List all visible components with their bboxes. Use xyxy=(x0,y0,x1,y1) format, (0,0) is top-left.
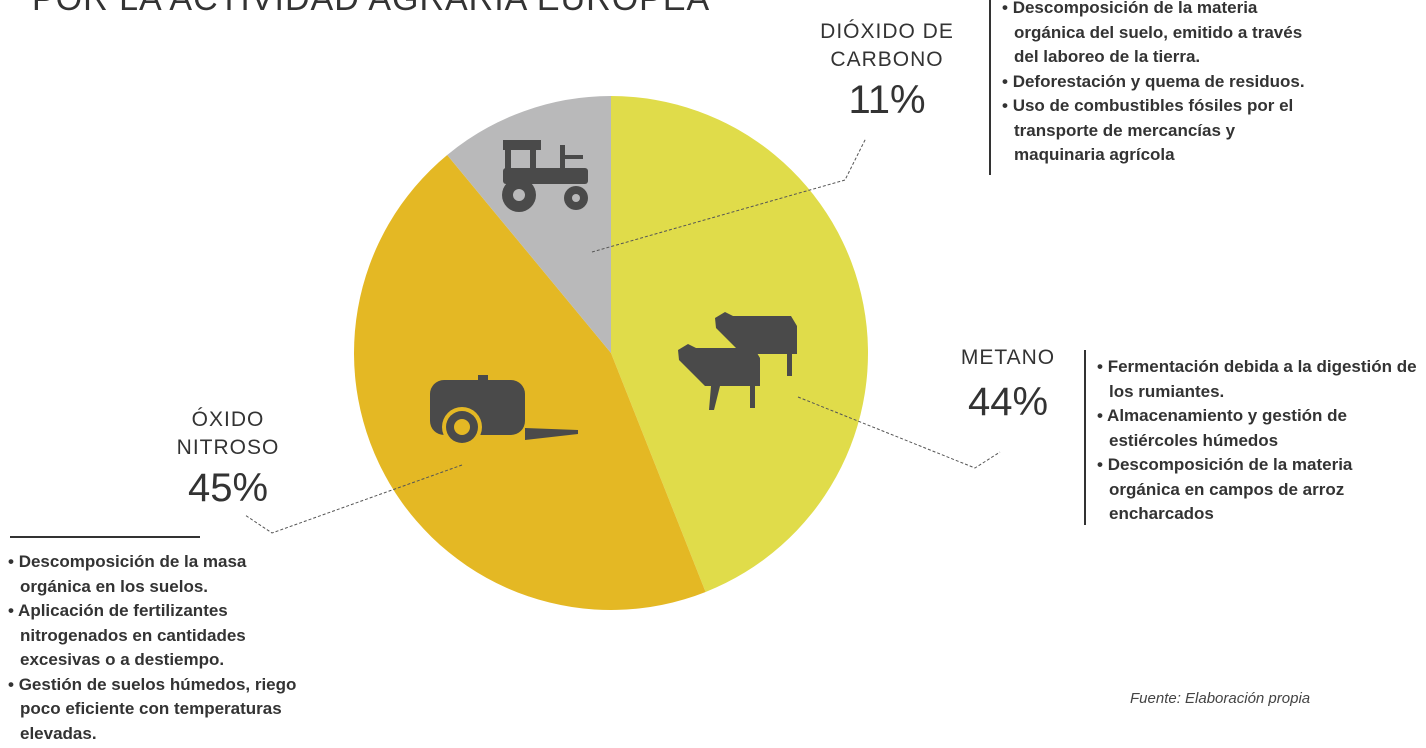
description: Descomposición de la materia orgánica de… xyxy=(1002,0,1324,168)
source: Fuente: Elaboración propia xyxy=(1130,690,1311,707)
category-label: DIÓXIDO DE CARBONO xyxy=(820,20,954,71)
description-item: Uso de combustibles fósiles por el trans… xyxy=(1002,94,1324,168)
tanker-icon xyxy=(430,375,578,447)
description-item: Descomposición de la materia orgánica en… xyxy=(1097,453,1417,527)
description-item: Aplicación de fertilizantes nitrogenados… xyxy=(8,599,308,673)
tractor-icon xyxy=(502,140,588,212)
pie-slice xyxy=(447,96,611,353)
description-item: Fermentación debida a la digestión de lo… xyxy=(1097,355,1417,404)
value-label: 45% xyxy=(187,466,269,510)
title: POR LA ACTIVIDAD AGRARIA EUROPEA xyxy=(32,0,710,19)
description-item: Deforestación y quema de residuos. xyxy=(1002,70,1324,95)
pie-slice xyxy=(353,154,706,611)
description: Descomposición de la masa orgánica en lo… xyxy=(8,550,308,746)
category-label: ÓXIDO NITROSO xyxy=(176,408,280,459)
value-label: 11% xyxy=(848,78,926,122)
category-label: METANO xyxy=(960,346,1056,369)
description-item: Almacenamiento y gestión de estiércoles … xyxy=(1097,404,1417,453)
description-item: Descomposición de la masa orgánica en lo… xyxy=(8,550,308,599)
description-item: Gestión de suelos húmedos, riego poco ef… xyxy=(8,673,308,747)
rules xyxy=(10,0,1086,538)
leader-lines xyxy=(244,137,1001,534)
description-item: Descomposición de la materia orgánica de… xyxy=(1002,0,1324,70)
cows-icon xyxy=(678,312,797,410)
description: Fermentación debida a la digestión de lo… xyxy=(1097,355,1417,527)
value-label: 44% xyxy=(967,380,1049,424)
